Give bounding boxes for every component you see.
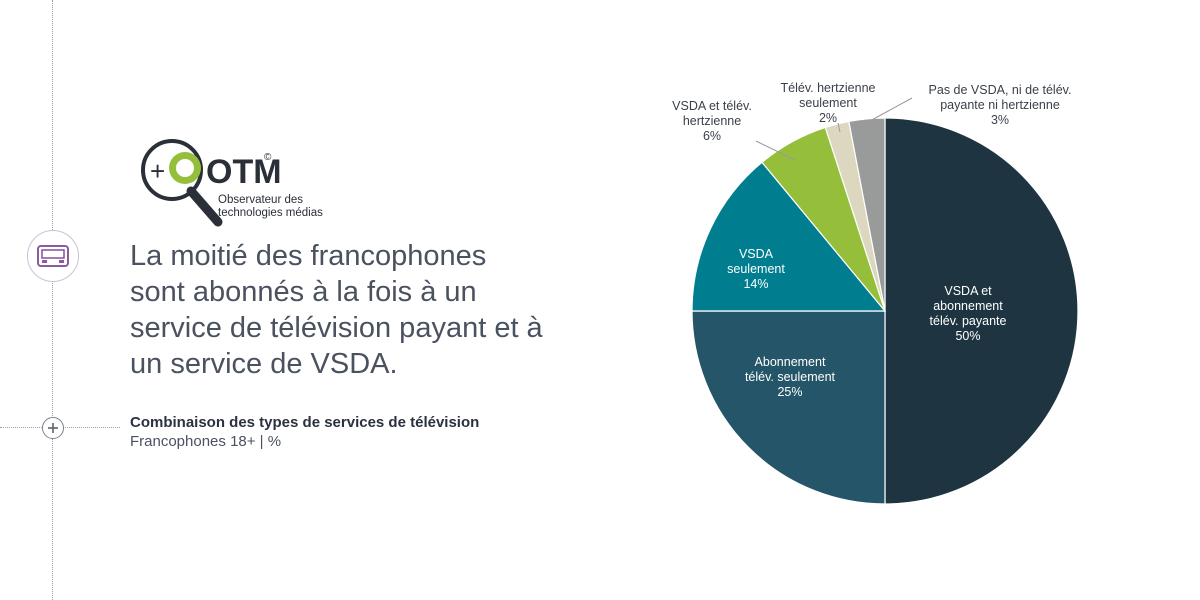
svg-text:OTM: OTM <box>206 153 282 191</box>
slice-label: Abonnement télév. seulement 25% <box>745 355 836 399</box>
pie-slice <box>691 161 887 312</box>
logo-line-2: technologies médias <box>218 207 323 219</box>
slice-label: Télév. hertzienne seulement 2% <box>781 81 876 125</box>
headline-line: sont abonnés à la fois à un <box>130 276 477 308</box>
pie-slice <box>848 117 886 312</box>
otm-logo: + OTM © <box>141 139 282 227</box>
screen-icon <box>27 230 79 282</box>
chart-population: Francophones 18+ | % <box>130 433 282 450</box>
leader-line <box>867 97 913 123</box>
pie-slice <box>884 117 1079 505</box>
leader-line <box>755 140 796 161</box>
slice-label: VSDA et abonnement télév. payante 50% <box>930 284 1007 343</box>
chart-title: Combinaison des types de services de tél… <box>130 414 480 431</box>
slice-label: Pas de VSDA, ni de télév. payante ni hert… <box>929 83 1072 127</box>
headline-line: un service de VSDA. <box>130 348 398 380</box>
chart-subtitle: Combinaison des types de services de tél… <box>130 413 479 451</box>
vertical-dotted-line <box>52 0 53 600</box>
headline-line: service de télévision payant et à <box>130 312 543 344</box>
headline: La moitié des francophones sont abonnés … <box>130 238 630 382</box>
pie-slice <box>691 310 886 505</box>
plus-icon[interactable] <box>42 417 64 439</box>
svg-text:+: + <box>150 156 165 186</box>
svg-text:©: © <box>264 152 272 163</box>
slice-label: VSDA et télév. hertzienne 6% <box>672 99 752 143</box>
leader-line <box>837 122 841 133</box>
logo-line-1: Observateur des <box>218 194 304 206</box>
headline-line: La moitié des francophones <box>130 240 487 272</box>
logo-subtitle: Observateur des technologies médias <box>218 194 323 220</box>
slice-label: VSDA seulement 14% <box>727 247 785 291</box>
